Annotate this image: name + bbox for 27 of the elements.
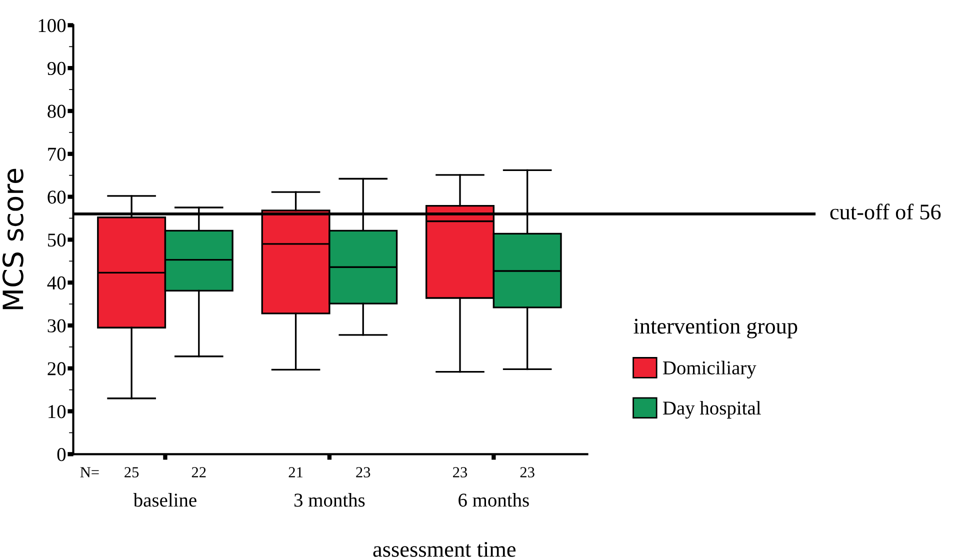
text: 25: [124, 467, 139, 478]
text: 23: [520, 467, 534, 478]
legend-title: intervention group: [634, 318, 798, 338]
x-tick-label: baseline: [133, 493, 196, 507]
y-tick-label: 100: [38, 19, 66, 32]
text: N=: [80, 467, 99, 478]
text: 23: [356, 467, 370, 478]
legend-label: Day hospital: [662, 400, 761, 419]
y-tick-label: 50: [48, 233, 66, 247]
y-tick-label: 10: [48, 405, 66, 418]
x-tick-label: 6 months: [458, 493, 529, 507]
y-tick-label: 40: [47, 276, 66, 290]
text: 23: [453, 467, 468, 478]
y-axis-title: MCS score: [2, 168, 24, 310]
y-tick-label: 20: [48, 362, 66, 376]
text: 21: [288, 467, 303, 478]
y-tick-label: 90: [48, 62, 66, 76]
y-tick-label: 60: [48, 190, 66, 204]
y-tick-label: 70: [48, 148, 66, 161]
y-tick-label: 0: [57, 448, 66, 462]
legend-label: Domiciliary: [662, 360, 756, 378]
x-axis-title: assessment time: [373, 542, 516, 557]
ref-line-label: cut-off of 56: [830, 204, 941, 220]
y-tick-label: 30: [48, 319, 66, 332]
y-tick-label: 80: [48, 104, 66, 118]
x-tick-label: 3 months: [294, 493, 365, 507]
text: 22: [192, 467, 206, 478]
